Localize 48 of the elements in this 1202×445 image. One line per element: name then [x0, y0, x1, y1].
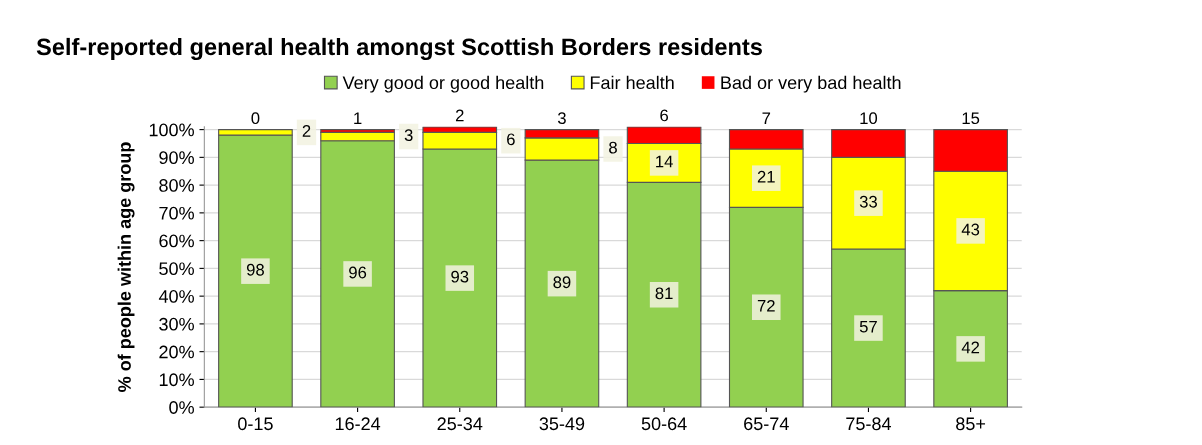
data-label: 8 [609, 141, 617, 154]
data-label: 42 [961, 341, 980, 354]
data-label: 1 [354, 112, 362, 124]
data-label: 43 [961, 223, 980, 236]
data-label: 96 [349, 266, 367, 279]
x-tick-label: 0-15 [238, 417, 273, 431]
y-tick-label: 30% [159, 317, 194, 331]
data-label: 7 [762, 112, 771, 124]
y-tick-label: 70% [159, 206, 194, 220]
data-label: 93 [451, 270, 469, 283]
y-tick-label: 80% [159, 179, 194, 192]
y-tick-label: 90% [159, 151, 194, 165]
y-tick-label: 50% [159, 262, 194, 276]
data-label: 6 [507, 133, 515, 146]
y-tick-label: 40% [158, 290, 194, 303]
x-tick-label: 50-64 [641, 417, 687, 431]
x-tick-label: 16-24 [335, 417, 381, 431]
data-label: 14 [656, 155, 673, 168]
legend-label: Fair health [590, 75, 674, 90]
legend-label: Very good or good health [342, 75, 544, 93]
y-tick-label: 20% [159, 345, 194, 359]
y-tick-label: 100% [149, 123, 194, 137]
y-tick-label: 0% [169, 401, 194, 414]
data-label: 57 [859, 320, 877, 333]
data-label: 98 [246, 263, 264, 276]
x-tick-label: 35-49 [539, 417, 585, 431]
data-label: 10 [860, 112, 878, 125]
y-tick-label: 60% [159, 234, 194, 248]
y-axis-title: % of people within age group [117, 142, 135, 392]
data-label: 3 [404, 129, 413, 142]
data-label: 81 [655, 287, 673, 300]
y-tick-label: 10% [159, 373, 194, 387]
x-tick-label: 65-74 [744, 417, 789, 431]
x-tick-label: 25-34 [437, 417, 483, 431]
data-label: 0 [251, 112, 260, 125]
legend-label: Bad or very bad health [721, 75, 901, 93]
data-label: 72 [757, 299, 775, 312]
x-tick-label: 85+ [956, 417, 986, 431]
data-label: 89 [553, 276, 571, 289]
data-label: 2 [302, 125, 311, 137]
data-label: 3 [557, 112, 566, 125]
x-tick-label: 75-84 [846, 417, 892, 431]
data-label: 21 [757, 170, 775, 183]
data-label: 33 [859, 195, 877, 208]
data-label: 2 [455, 109, 464, 122]
chart-title: Self-reported general health amongst Scottish Borders residents [36, 37, 762, 61]
data-label: 15 [962, 112, 980, 125]
data-label: 6 [660, 109, 669, 122]
